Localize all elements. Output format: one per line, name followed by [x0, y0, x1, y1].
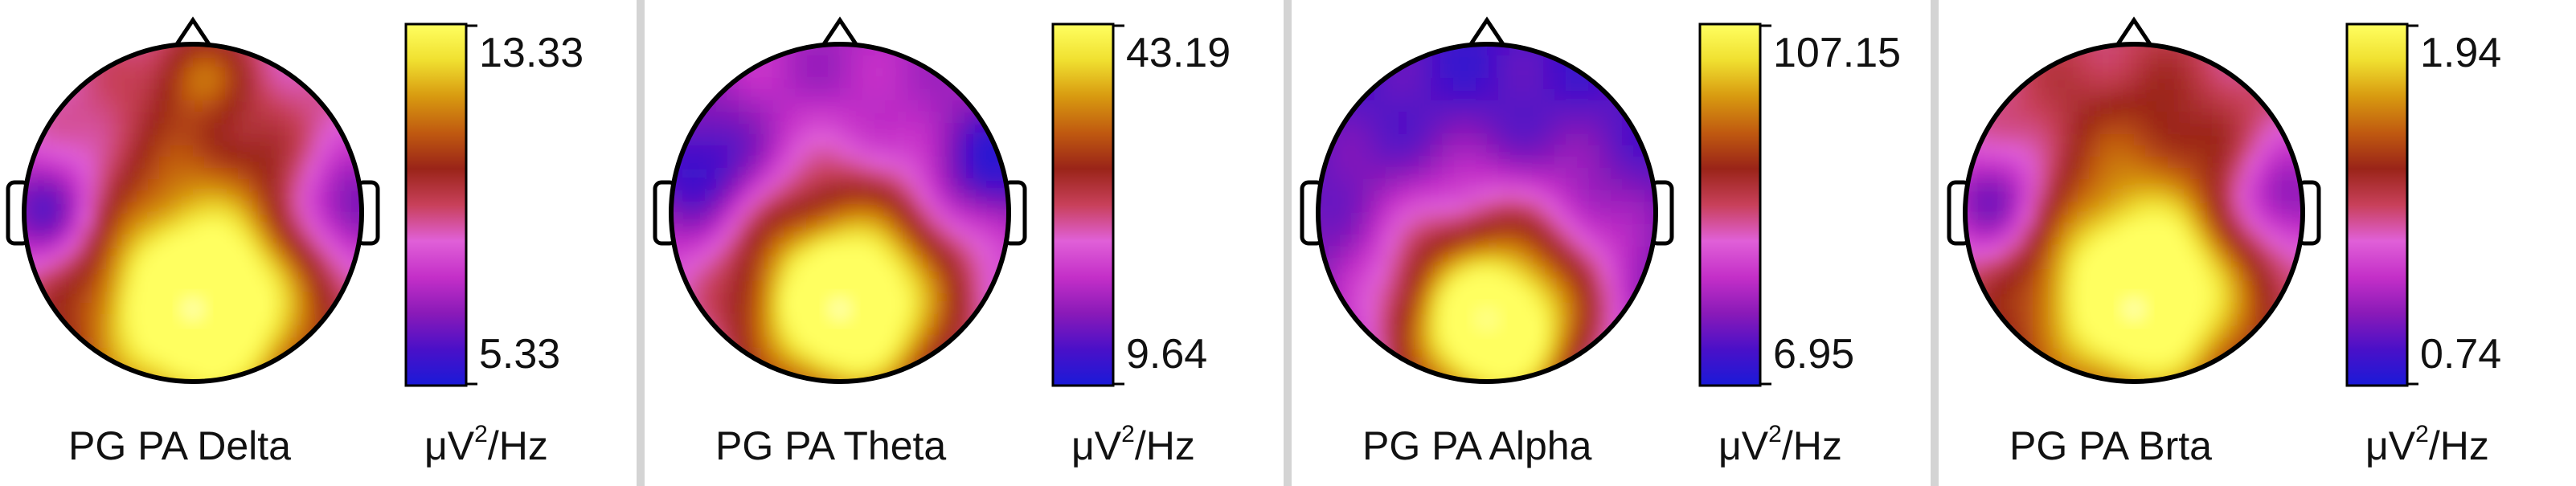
colorbar-max-label: 13.33: [479, 30, 584, 76]
unit-label: μV2/Hz: [1071, 423, 1195, 468]
colorbar-min-label: 0.74: [2420, 331, 2502, 378]
topomap-graphic: [1300, 16, 1771, 387]
head-outline: [1316, 42, 1658, 384]
head-outline: [669, 42, 1011, 384]
topomap-panel-alpha: 107.15 6.95 PG PA Alpha μV2/Hz: [1294, 0, 1929, 486]
panel-title: PG PA Brta: [2009, 423, 2212, 468]
unit-exponent: 2: [474, 421, 488, 447]
unit-exponent: 2: [2415, 421, 2429, 447]
unit-prefix: μV: [1718, 423, 1769, 468]
colorbar: [1051, 22, 1115, 387]
panel-divider: [1931, 0, 1939, 486]
topomap-panel-delta: 13.33 5.33 PG PA Delta μV2/Hz: [0, 0, 635, 486]
colorbar-min-label: 9.64: [1126, 331, 1208, 378]
topomap-panel-beta: 1.94 0.74 PG PA Brta μV2/Hz: [1941, 0, 2576, 486]
topomap-graphic: [6, 16, 477, 387]
unit-suffix: /Hz: [487, 423, 548, 468]
unit-exponent: 2: [1121, 421, 1135, 447]
colorbar: [1698, 22, 1762, 387]
unit-label: μV2/Hz: [424, 423, 548, 468]
panel-divider: [637, 0, 645, 486]
colorbar-min-label: 6.95: [1773, 331, 1855, 378]
unit-label: μV2/Hz: [2365, 423, 2489, 468]
head-outline: [1963, 42, 2305, 384]
unit-suffix: /Hz: [1134, 423, 1195, 468]
head-outline: [22, 42, 364, 384]
colorbar-min-label: 5.33: [479, 331, 561, 378]
colorbar: [404, 22, 468, 387]
panel-divider: [1284, 0, 1292, 486]
unit-suffix: /Hz: [1781, 423, 1842, 468]
colorbar-max-label: 1.94: [2420, 30, 2502, 76]
panel-title: PG PA Theta: [715, 423, 947, 468]
colorbar-max-label: 43.19: [1126, 30, 1231, 76]
unit-prefix: μV: [424, 423, 475, 468]
panel-title: PG PA Delta: [68, 423, 291, 468]
unit-label: μV2/Hz: [1718, 423, 1842, 468]
panel-title: PG PA Alpha: [1362, 423, 1592, 468]
topomap-panel-theta: 43.19 9.64 PG PA Theta μV2/Hz: [647, 0, 1282, 486]
unit-exponent: 2: [1768, 421, 1782, 447]
unit-suffix: /Hz: [2428, 423, 2489, 468]
colorbar: [2345, 22, 2409, 387]
topomap-graphic: [1947, 16, 2418, 387]
colorbar-max-label: 107.15: [1773, 30, 1902, 76]
topomap-graphic: [653, 16, 1124, 387]
unit-prefix: μV: [2365, 423, 2416, 468]
unit-prefix: μV: [1071, 423, 1122, 468]
